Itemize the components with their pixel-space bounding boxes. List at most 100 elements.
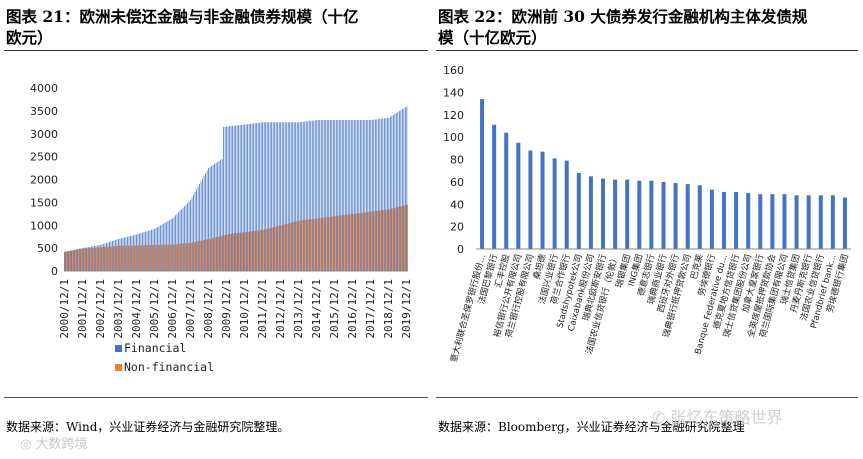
y-tick-label: 1000 bbox=[30, 219, 58, 232]
right-panel: 图表 22：欧洲前 30 大债券发行金融机构主体发债规 模（十亿欧元） 0 20 4… bbox=[432, 0, 863, 459]
non-financial-bar bbox=[333, 216, 335, 271]
non-financial-bar bbox=[189, 242, 191, 271]
non-financial-bar bbox=[359, 213, 360, 271]
non-financial-bar bbox=[148, 245, 150, 271]
financial-bar bbox=[359, 120, 361, 272]
financial-bar bbox=[281, 122, 283, 271]
non-financial-bar bbox=[237, 233, 239, 271]
non-financial-bar bbox=[208, 238, 210, 271]
non-financial-bar bbox=[351, 214, 353, 271]
y-tick-label: 4000 bbox=[30, 82, 58, 95]
financial-bar bbox=[362, 120, 364, 272]
non-financial-bar bbox=[354, 213, 356, 271]
financial-bar bbox=[332, 120, 334, 272]
right-chart-svg: 020406080100120140160意大利联合圣保罗银行股份…法国巴黎银行… bbox=[443, 64, 851, 364]
non-financial-bar bbox=[81, 248, 83, 271]
non-financial-bar bbox=[228, 234, 230, 271]
non-financial-bar bbox=[231, 233, 233, 271]
financial-bar bbox=[95, 245, 97, 271]
financial-bar bbox=[71, 250, 73, 271]
issuer-bar bbox=[588, 176, 593, 249]
non-financial-bar bbox=[141, 245, 143, 271]
financial-bar bbox=[91, 246, 92, 271]
non-financial-bar bbox=[281, 225, 282, 271]
financial-bar bbox=[403, 108, 405, 271]
non-financial-bar bbox=[374, 211, 375, 271]
financial-bar bbox=[178, 212, 179, 271]
non-financial-bar bbox=[321, 217, 323, 271]
non-financial-bar bbox=[117, 245, 119, 271]
y-tick-label: 40 bbox=[450, 198, 464, 211]
financial-bar bbox=[269, 122, 271, 271]
non-financial-bar bbox=[311, 219, 312, 271]
non-financial-bar bbox=[114, 246, 116, 271]
financial-bar bbox=[266, 122, 268, 271]
non-financial-bar bbox=[169, 244, 171, 271]
non-financial-bar bbox=[100, 247, 102, 271]
non-financial-bar bbox=[198, 241, 200, 271]
financial-bar bbox=[382, 118, 384, 271]
non-financial-bar bbox=[363, 212, 365, 271]
financial-bar bbox=[107, 242, 109, 271]
y-tick-label: 80 bbox=[450, 154, 464, 167]
non-financial-bar bbox=[199, 240, 201, 271]
financial-bar bbox=[307, 121, 309, 271]
left-source-rule bbox=[4, 397, 428, 398]
financial-bar bbox=[215, 162, 217, 271]
non-financial-bar bbox=[73, 250, 75, 271]
non-financial-bar bbox=[252, 231, 254, 271]
y-tick-label: 140 bbox=[443, 86, 464, 99]
financial-bar bbox=[184, 206, 185, 271]
x-tick-label: 2013/12/1 bbox=[292, 279, 305, 339]
non-financial-bar bbox=[357, 213, 359, 271]
non-financial-bar bbox=[201, 240, 203, 271]
financial-bar bbox=[401, 109, 403, 271]
financial-bar bbox=[302, 121, 304, 271]
non-financial-bar bbox=[387, 209, 389, 271]
financial-bar bbox=[164, 222, 166, 271]
non-financial-bar bbox=[234, 233, 236, 271]
non-financial-bar bbox=[123, 245, 125, 271]
left-source-note: 数据来源：Wind，兴业证券经济与金融研究院整理。 bbox=[6, 420, 290, 434]
non-financial-bar bbox=[317, 218, 318, 271]
non-financial-bar bbox=[302, 220, 303, 271]
non-financial-bar bbox=[272, 227, 273, 271]
left-chart-svg: 0 500 1000 1500 2000 2500 3000 3500 4000 2000/12/… bbox=[30, 82, 413, 374]
financial-bar bbox=[128, 236, 130, 271]
financial-bar bbox=[322, 120, 324, 272]
financial-bar bbox=[308, 120, 310, 272]
financial-bar bbox=[373, 119, 375, 271]
left-watermark-text: 大数跨境 bbox=[35, 437, 88, 452]
legend-swatch bbox=[115, 345, 122, 352]
issuer-bar bbox=[492, 124, 497, 249]
financial-bar bbox=[223, 126, 224, 271]
financial-bar bbox=[248, 124, 250, 271]
non-financial-bar bbox=[273, 227, 275, 271]
financial-bar bbox=[368, 120, 370, 272]
financial-bar bbox=[109, 241, 110, 271]
issuer-bar bbox=[770, 194, 775, 249]
issuer-bar bbox=[504, 132, 509, 249]
financial-bar bbox=[310, 120, 312, 271]
financial-bar bbox=[358, 120, 360, 272]
non-financial-bar bbox=[99, 247, 101, 271]
non-financial-bar bbox=[153, 244, 155, 271]
non-financial-bar bbox=[220, 235, 222, 271]
financial-bar bbox=[316, 120, 318, 272]
financial-bar bbox=[233, 125, 235, 272]
non-financial-bar bbox=[263, 229, 264, 271]
financial-bar bbox=[272, 122, 274, 271]
financial-bar bbox=[221, 158, 223, 271]
financial-bar bbox=[335, 120, 337, 272]
non-financial-bar bbox=[162, 244, 164, 271]
non-financial-bar bbox=[109, 246, 111, 271]
financial-bar bbox=[370, 120, 372, 272]
x-tick-label: 2005/12/1 bbox=[148, 279, 161, 339]
financial-bar bbox=[254, 123, 256, 271]
non-financial-bar bbox=[190, 242, 192, 271]
financial-bar bbox=[242, 124, 244, 271]
non-financial-bar bbox=[130, 245, 132, 271]
non-financial-bar bbox=[108, 246, 110, 271]
right-watermark-text: 张忆东策略世界 bbox=[670, 408, 783, 427]
non-financial-bar bbox=[66, 251, 68, 271]
